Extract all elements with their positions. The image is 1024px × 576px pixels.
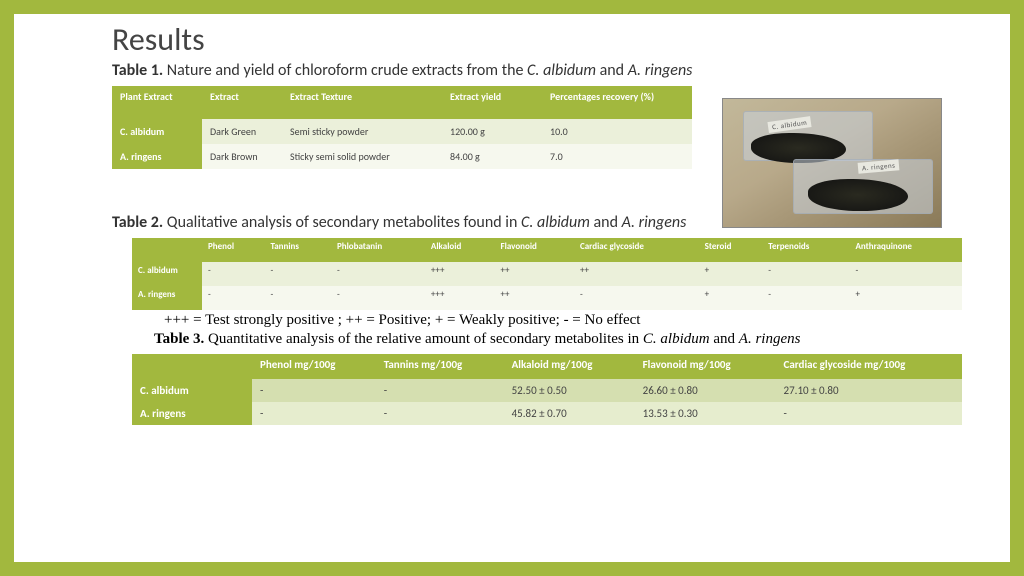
- table1: Plant Extract Extract Extract Texture Ex…: [112, 86, 692, 169]
- table-row: A. ringens ---+++++-+-+: [132, 286, 962, 310]
- table-row: C. albidum Dark Green Semi sticky powder…: [112, 119, 692, 144]
- table-row: A. ringens Dark Brown Sticky semi solid …: [112, 144, 692, 169]
- page-title: Results: [112, 20, 960, 59]
- slide-frame: Results Table 1. Nature and yield of chl…: [0, 0, 1024, 576]
- table1-caption: Table 1. Nature and yield of chloroform …: [112, 61, 960, 80]
- table-row: A. ringens --45.82 ± 0.7013.53 ± 0.30-: [132, 402, 962, 425]
- table-row: C. albidum --52.50 ± 0.5026.60 ± 0.8027.…: [132, 379, 962, 402]
- table2-legend: +++ = Test strongly positive ; ++ = Posi…: [164, 312, 960, 329]
- table3-caption: Table 3. Quantitative analysis of the re…: [154, 331, 960, 348]
- table-row: C. albidum ---++++++++--: [132, 262, 962, 286]
- table3: Phenol mg/100g Tannins mg/100g Alkaloid …: [132, 354, 962, 425]
- sample-photo: C. albidum A. ringens: [722, 98, 942, 228]
- table2-header-row: Phenol Tannins Phlobatanin Alkaloid Flav…: [132, 238, 962, 262]
- table1-header-row: Plant Extract Extract Extract Texture Ex…: [112, 86, 692, 119]
- table2: Phenol Tannins Phlobatanin Alkaloid Flav…: [132, 238, 962, 310]
- table3-header-row: Phenol mg/100g Tannins mg/100g Alkaloid …: [132, 354, 962, 379]
